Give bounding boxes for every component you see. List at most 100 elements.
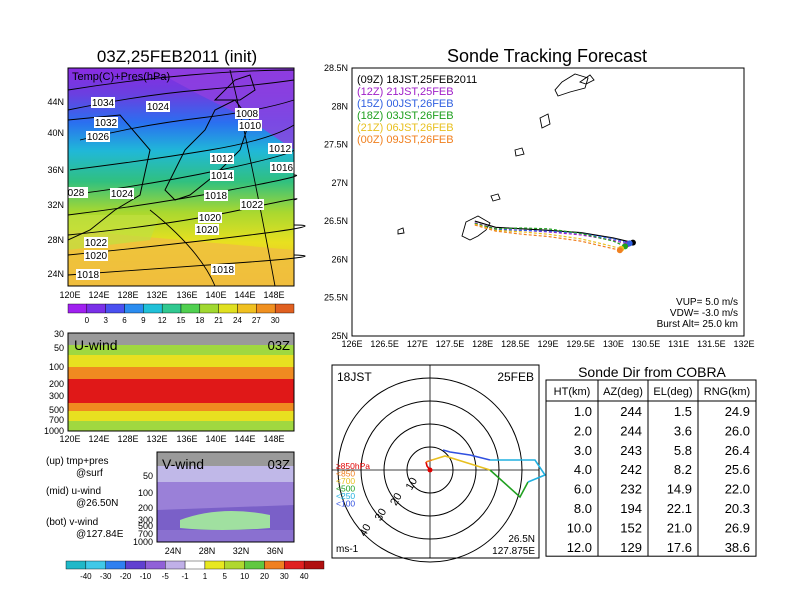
track-param: Burst Alt= 25.0 km	[657, 319, 738, 330]
temp-colorbar-swatch	[274, 303, 295, 314]
map-lat-tick: 32N	[47, 200, 64, 210]
wind-colorbar-label: 5	[223, 572, 228, 581]
wind-colorbar-swatch	[125, 560, 146, 570]
track-lon-tick: 126.5E	[370, 339, 399, 349]
vwind-lat-tick: 24N	[165, 546, 182, 556]
vwind-lat-tick: 36N	[267, 546, 284, 556]
cobra-cell: 25.6	[725, 462, 750, 477]
temp-colorbar-swatch	[143, 303, 163, 314]
map-lon-tick: 132E	[146, 290, 167, 300]
temp-colorbar-label: 30	[271, 316, 280, 325]
track-legend-entry: (09Z) 18JST,25FEB2011	[357, 74, 477, 86]
polar-ring-label: 20	[388, 491, 405, 508]
vwind-p-tick: 100	[138, 488, 153, 498]
vwind-title: V-wind	[162, 456, 204, 472]
temp-colorbar-swatch	[256, 303, 276, 314]
uwind-lon-tick: 120E	[59, 434, 80, 444]
isobar-label-bg	[270, 162, 294, 173]
vwind-p-tick: 50	[143, 471, 153, 481]
polar-level-legend-entry: <250	[336, 491, 355, 501]
map-lat-tick: 28N	[47, 235, 64, 245]
polar-level-legend-entry: <100	[336, 499, 355, 509]
map-lon-tick: 144E	[234, 290, 255, 300]
track-lat-tick: 25N	[331, 331, 348, 341]
temp-colorbar-label: 15	[177, 316, 186, 325]
isobar-label: 1020	[199, 213, 222, 224]
wind-colorbar-label: -30	[100, 572, 112, 581]
isobar-label: 1032	[95, 118, 118, 129]
map-label: Temp(C)+Pres(hPa)	[72, 71, 170, 83]
track-line-5	[474, 224, 621, 251]
isobar-label-bg	[210, 153, 234, 164]
isobar-label: 1020	[85, 251, 108, 262]
temp-map-frame	[67, 67, 295, 287]
track-lon-tick: 131.5E	[697, 339, 726, 349]
vwind-p-tick: 500	[138, 521, 153, 531]
cobra-header: HT(km)	[554, 386, 591, 398]
isobar-label-bg	[91, 97, 115, 108]
cobra-cell: 20.3	[725, 501, 750, 516]
temp-colorbar-label: 12	[158, 316, 167, 325]
isobar-label-bg	[195, 224, 219, 235]
temp-colorbar-label: 9	[141, 316, 146, 325]
cobra-cell: 243	[620, 443, 642, 458]
track-lat-tick: 26.5N	[324, 216, 348, 226]
wind-colorbar-swatch	[284, 560, 305, 570]
temp-colorbar-label: 6	[122, 316, 127, 325]
vwind-lat-tick: 28N	[199, 546, 216, 556]
track-lat-tick: 25.5N	[324, 293, 348, 303]
isobar-label: 1026	[87, 132, 110, 143]
uwind-panel	[68, 333, 294, 431]
track-legend-entry: (00Z) 09JST,26FEB	[357, 134, 454, 146]
cobra-cell: 244	[620, 404, 642, 419]
track-line-3	[474, 222, 626, 247]
track-lat-tick: 27.5N	[324, 140, 348, 150]
polar-level-legend-entry: <500	[336, 484, 355, 494]
wind-colorbar-swatch	[244, 560, 265, 570]
cobra-cell: 4.0	[574, 462, 592, 477]
tracking-frame	[351, 67, 745, 337]
track-param: VDW= -3.0 m/s	[670, 308, 738, 319]
cobra-cell: 17.6	[667, 540, 692, 555]
temp-colorbar-swatch	[86, 303, 106, 314]
cobra-cell: 152	[620, 520, 642, 535]
cobra-cell: 2.0	[574, 423, 592, 438]
cobra-cell: 244	[620, 423, 642, 438]
temp-colorbar-swatch	[199, 303, 219, 314]
cobra-cell: 129	[620, 540, 642, 555]
uwind-p-tick: 1000	[44, 426, 64, 436]
temp-colorbar-label: 0	[85, 316, 90, 325]
cobra-cell: 194	[620, 501, 642, 516]
isobar-label: 1024	[111, 189, 134, 200]
wind-colorbar-swatch	[85, 560, 106, 570]
cobra-cell: 232	[620, 482, 642, 497]
map-lon-tick: 128E	[117, 290, 138, 300]
temp-colorbar-label: 27	[252, 316, 261, 325]
uwind-time: 03Z	[268, 338, 290, 353]
temp-colorbar-swatch	[105, 303, 125, 314]
isobar-label: 1022	[241, 200, 264, 211]
track-lat-tick: 28N	[331, 101, 348, 111]
isobar-label-bg	[211, 264, 235, 275]
cobra-cell: 242	[620, 462, 642, 477]
isobar-label-bg	[238, 120, 262, 131]
temp-colorbar-label: 24	[233, 316, 242, 325]
uwind-lon-tick: 124E	[88, 434, 109, 444]
cobra-cell: 22.0	[725, 482, 750, 497]
uwind-p-tick: 700	[49, 415, 64, 425]
isobar-label-bg	[110, 188, 134, 199]
temp-colorbar-swatch	[237, 303, 257, 314]
isobar-label-bg	[94, 117, 118, 128]
cobra-cell: 21.0	[667, 520, 692, 535]
track-legend-entry: (21Z) 06JST,26FEB	[357, 122, 454, 134]
track-lon-tick: 129.5E	[566, 339, 595, 349]
vwind-p-tick: 200	[138, 503, 153, 513]
wind-colorbar-swatch	[264, 560, 285, 570]
track-line-2	[474, 222, 630, 244]
track-end-point-5	[616, 247, 623, 254]
cobra-header: RNG(km)	[704, 386, 750, 398]
isobar-label-bg	[268, 143, 292, 154]
cobra-title: Sonde Dir from COBRA	[578, 364, 726, 380]
cobra-cell: 12.0	[567, 540, 592, 555]
